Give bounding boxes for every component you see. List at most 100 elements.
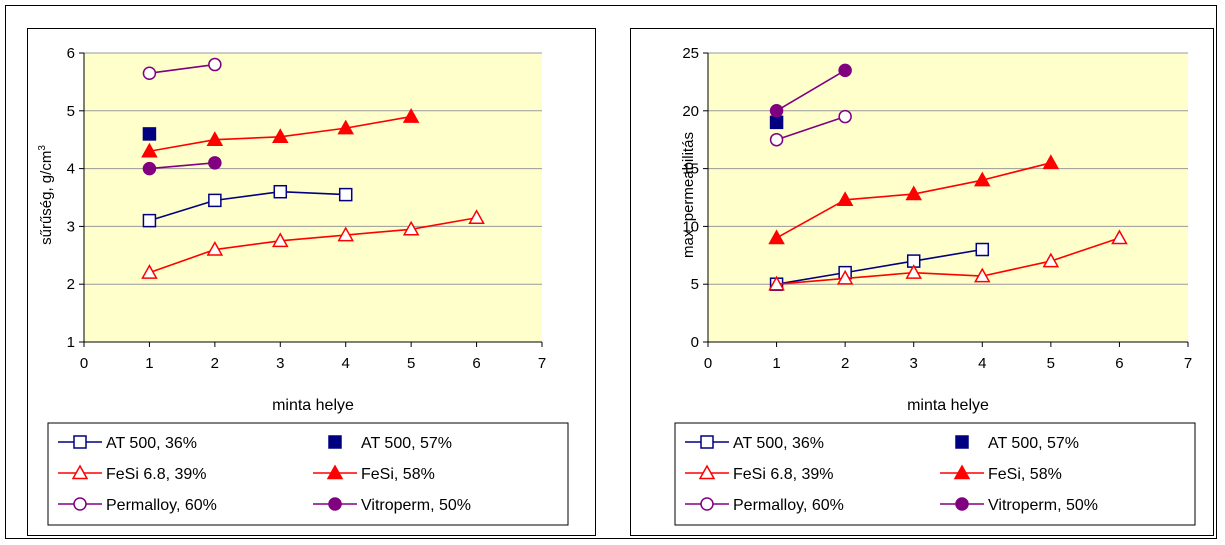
data-point xyxy=(208,57,222,72)
legend-marker xyxy=(326,464,344,480)
x-tick-label: 6 xyxy=(1115,355,1123,372)
series-0 xyxy=(142,184,353,228)
legend-label: AT 500, 36% xyxy=(733,435,824,452)
legend-item: AT 500, 36% xyxy=(685,435,824,452)
data-point xyxy=(769,132,784,147)
legend-label: Permalloy, 60% xyxy=(733,497,844,514)
legend-item: FeSi 6.8, 39% xyxy=(58,464,207,483)
legend-item: AT 500, 57% xyxy=(328,435,452,452)
data-point xyxy=(142,161,157,176)
data-point xyxy=(905,185,922,201)
data-point xyxy=(206,131,224,146)
legend-marker xyxy=(328,435,342,449)
permeability-chart: 0 5 10 15 20 25 0 1 2 3 4 5 6 7 minta helye max. permea… xyxy=(674,45,1196,526)
data-point xyxy=(769,104,784,118)
y-tick-label: 6 xyxy=(67,45,75,62)
x-tick-label: 3 xyxy=(276,355,284,372)
legend-item: Permalloy, 60% xyxy=(58,497,217,514)
y-axis-label-superscript: 3 xyxy=(37,145,48,151)
data-point xyxy=(768,229,785,245)
x-tick-label: 6 xyxy=(472,355,480,372)
x-axis-label: minta helye xyxy=(272,397,354,414)
y-axis-label: max. permeabilitás xyxy=(680,132,697,258)
data-point xyxy=(1042,154,1060,170)
data-point xyxy=(836,269,854,285)
x-tick-label: 1 xyxy=(145,355,153,372)
y-tick-label: 25 xyxy=(682,45,699,62)
data-point xyxy=(208,193,222,208)
y-tick-label: 5 xyxy=(67,103,75,120)
y-tick-label: 15 xyxy=(682,161,699,178)
legend-marker xyxy=(955,435,969,449)
legend-marker xyxy=(71,464,89,480)
y-tick-label: 10 xyxy=(682,218,699,235)
series-line xyxy=(776,248,983,285)
legend-marker xyxy=(700,435,714,449)
x-tick-label: 5 xyxy=(407,355,415,372)
y-tick-label: 20 xyxy=(682,103,699,120)
legend-label: FeSi, 58% xyxy=(361,466,435,483)
legend-marker xyxy=(700,497,714,511)
series-1 xyxy=(142,127,157,141)
series-line xyxy=(149,216,477,274)
legend-item: AT 500, 36% xyxy=(58,435,197,452)
y-tick-label: 2 xyxy=(67,276,75,293)
legend-marker xyxy=(73,497,87,511)
y-tick-label: 0 xyxy=(691,334,699,351)
data-point xyxy=(272,232,289,248)
data-point xyxy=(836,191,854,207)
legend-label: Permalloy, 60% xyxy=(106,497,217,514)
legend-label: AT 500, 57% xyxy=(988,435,1079,452)
legend-label: AT 500, 57% xyxy=(361,435,452,452)
data-point xyxy=(974,267,991,283)
legend-item: Permalloy, 60% xyxy=(685,497,844,514)
data-point xyxy=(142,213,157,228)
x-axis-label: minta helye xyxy=(907,397,989,414)
legend-label: FeSi 6.8, 39% xyxy=(106,466,207,483)
x-tick-label: 1 xyxy=(772,355,780,372)
data-point xyxy=(974,171,991,187)
legend-box xyxy=(674,422,1196,526)
series-4 xyxy=(142,57,222,80)
data-point xyxy=(141,142,158,158)
series-5 xyxy=(769,63,852,118)
x-tick-label: 3 xyxy=(910,355,918,372)
x-tick-label: 2 xyxy=(841,355,849,372)
data-point xyxy=(769,115,784,130)
legend-marker xyxy=(953,464,971,480)
plot-area xyxy=(708,53,1188,342)
data-point xyxy=(402,108,420,123)
series-line xyxy=(776,69,846,112)
data-point xyxy=(1042,252,1060,268)
data-point xyxy=(1111,229,1128,245)
legend-label: Vitroperm, 50% xyxy=(361,497,471,514)
legend-label: Vitroperm, 50% xyxy=(988,497,1098,514)
data-point xyxy=(468,209,485,224)
chart-panel-left: 1 2 3 4 5 6 0 1 2 3 4 5 6 7 minta helye sűrűség, g/cm3 A… xyxy=(27,28,596,536)
series-1 xyxy=(769,115,784,130)
series-line xyxy=(149,190,346,222)
legend-marker xyxy=(328,497,342,511)
y-tick-label: 1 xyxy=(67,334,75,351)
plot-area xyxy=(84,53,542,342)
series-line xyxy=(149,63,215,75)
data-point xyxy=(272,128,289,144)
y-tick-label: 5 xyxy=(691,276,699,293)
data-point xyxy=(338,187,353,202)
legend-marker xyxy=(698,464,716,480)
data-point xyxy=(975,242,990,257)
y-tick-label: 3 xyxy=(67,218,75,235)
legend-label: AT 500, 36% xyxy=(106,435,197,452)
legend-marker xyxy=(73,435,87,449)
data-point xyxy=(768,275,785,291)
series-2 xyxy=(141,209,485,279)
x-tick-label: 7 xyxy=(538,355,546,372)
legend-item: Vitroperm, 50% xyxy=(940,497,1098,514)
data-point xyxy=(838,109,852,124)
legend-label: FeSi, 58% xyxy=(988,466,1062,483)
series-2 xyxy=(768,229,1128,291)
data-point xyxy=(402,220,420,236)
x-tick-label: 4 xyxy=(978,355,986,372)
y-axis-label: sűrűség, g/cm3 xyxy=(37,145,55,245)
